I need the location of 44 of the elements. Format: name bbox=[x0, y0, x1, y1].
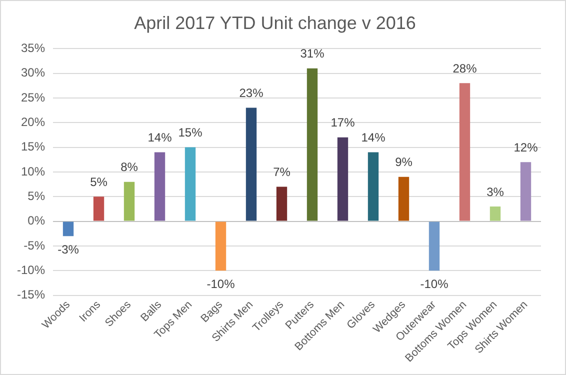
data-label: 3% bbox=[486, 184, 504, 199]
y-tick-label: 20% bbox=[20, 114, 46, 129]
bar bbox=[398, 176, 410, 221]
bar bbox=[215, 222, 226, 271]
y-tick-label: 30% bbox=[20, 66, 46, 80]
bar bbox=[184, 147, 196, 221]
y-tick-label: -10% bbox=[17, 262, 46, 277]
y-tick-label: 0% bbox=[28, 214, 46, 228]
bar bbox=[62, 222, 74, 236]
bar bbox=[520, 162, 532, 221]
data-label: 15% bbox=[178, 126, 203, 140]
chart-title: April 2017 YTD Unit change v 2016 bbox=[134, 12, 416, 33]
bar bbox=[459, 83, 470, 221]
y-tick-label: 25% bbox=[20, 90, 46, 104]
data-label: 9% bbox=[395, 155, 413, 170]
data-label: 8% bbox=[120, 160, 138, 174]
bar bbox=[490, 206, 501, 221]
y-tick-label: 5% bbox=[28, 188, 46, 203]
y-tick-label: -5% bbox=[24, 238, 46, 252]
y-tick-label: 15% bbox=[20, 140, 46, 154]
y-tick-label: -15% bbox=[17, 288, 46, 302]
data-label: 28% bbox=[452, 61, 478, 76]
data-label: 17% bbox=[330, 116, 356, 130]
data-label: -10% bbox=[420, 276, 449, 291]
bar bbox=[154, 152, 166, 221]
bar bbox=[93, 196, 104, 221]
bar bbox=[306, 68, 318, 221]
bar bbox=[368, 152, 379, 221]
data-label: -3% bbox=[58, 242, 80, 256]
bar bbox=[276, 186, 288, 221]
data-label: -10% bbox=[206, 276, 236, 291]
bar bbox=[124, 182, 135, 221]
y-tick-label: 35% bbox=[20, 40, 46, 55]
data-label: 12% bbox=[514, 140, 538, 154]
data-label: 31% bbox=[300, 46, 325, 61]
data-label: 14% bbox=[361, 130, 386, 145]
data-label: 23% bbox=[239, 86, 264, 100]
data-label: 14% bbox=[148, 130, 172, 145]
data-label: 5% bbox=[90, 174, 108, 189]
y-tick-label: 10% bbox=[20, 164, 46, 178]
data-label: 7% bbox=[273, 165, 291, 180]
bar bbox=[246, 108, 257, 221]
bar bbox=[337, 137, 348, 221]
bar bbox=[428, 222, 440, 271]
